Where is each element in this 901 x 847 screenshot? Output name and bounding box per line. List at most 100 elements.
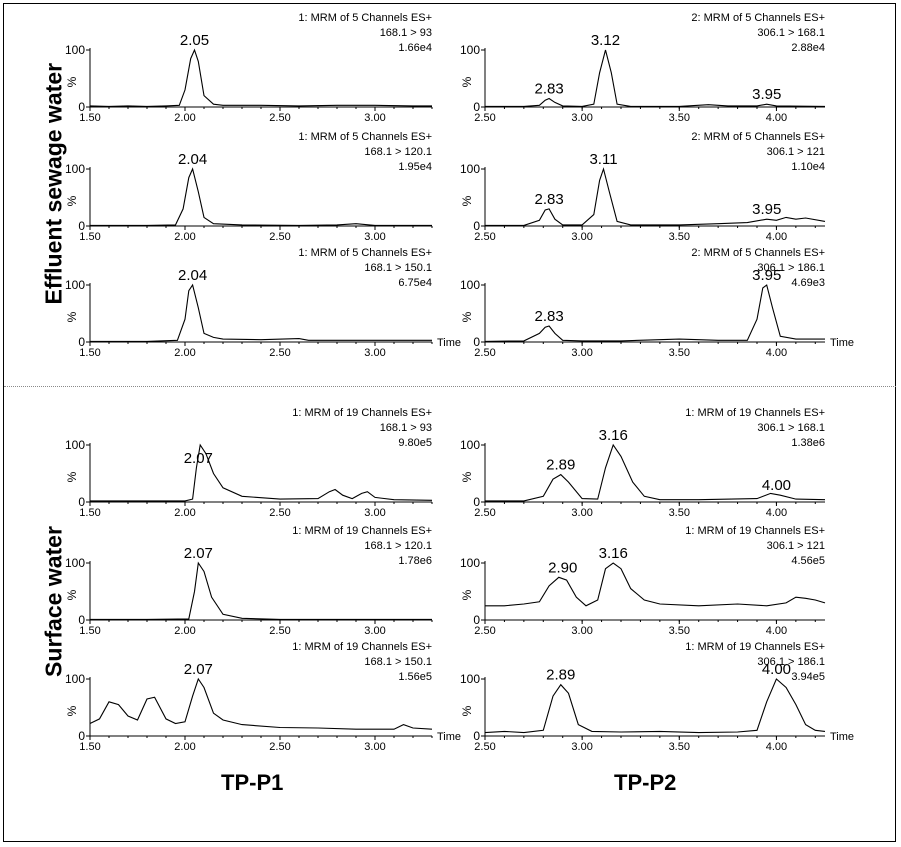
chromatogram-panel: 0 100% 1.50 2.00 2.50 3.00 1: MRM of 19 Channe… xyxy=(65,525,433,637)
peak-label: 2.83 xyxy=(535,308,564,325)
x-tick-label: 1.50 xyxy=(79,347,100,359)
chromatogram-trace xyxy=(485,49,826,107)
y-axis-label: % xyxy=(65,311,79,322)
y-tick-label: 0 xyxy=(78,335,85,349)
x-tick-label: 2.00 xyxy=(174,507,195,519)
x-tick-label: 2.50 xyxy=(269,231,290,243)
chromatogram-panel: 0 100% 1.50 2.00 2.50 3.00 1: MRM of 5 Channel… xyxy=(65,12,433,124)
chromatogram-panel: 0 100% 1.50 2.00 2.50 3.00 1: MRM of 5 Channel… xyxy=(65,131,433,243)
transition-label: 306.1 > 121 xyxy=(767,146,825,158)
x-tick-label: 2.50 xyxy=(474,507,495,519)
y-tick-label: 0 xyxy=(78,219,85,233)
peak-label: 2.83 xyxy=(535,191,564,208)
intensity-label: 9.80e5 xyxy=(398,437,432,449)
chromatogram-trace xyxy=(90,167,432,226)
x-tick-label: 4.00 xyxy=(766,625,787,637)
channel-label: 2: MRM of 5 Channels ES+ xyxy=(691,247,825,259)
y-tick-label: 100 xyxy=(65,556,85,570)
chromatogram-panel: 0 100% 2.50 3.00 3.50 4.00 1: MRM of 19 Channe… xyxy=(460,525,826,637)
intensity-label: 1.56e5 xyxy=(398,671,432,683)
peak-label: 3.95 xyxy=(752,267,781,284)
x-tick-label: 1.50 xyxy=(79,112,100,124)
y-tick-label: 100 xyxy=(460,278,480,292)
intensity-label: 1.66e4 xyxy=(398,42,432,54)
peak-label: 2.07 xyxy=(184,545,213,562)
chromatogram-trace xyxy=(90,283,432,342)
y-axis-label: % xyxy=(65,76,79,87)
channel-label: 1: MRM of 19 Channels ES+ xyxy=(292,407,432,419)
peak-label: 3.95 xyxy=(752,86,781,103)
y-tick-label: 0 xyxy=(473,613,480,627)
y-axis-label: % xyxy=(460,195,474,206)
channel-label: 1: MRM of 19 Channels ES+ xyxy=(685,525,825,537)
x-tick-label: 3.00 xyxy=(364,112,385,124)
column-label-tp-p1: TP-P1 xyxy=(221,770,284,795)
chromatogram-trace xyxy=(484,284,825,342)
transition-label: 306.1 > 168.1 xyxy=(757,27,825,39)
x-tick-label: 3.50 xyxy=(669,347,690,359)
x-tick-label: 2.50 xyxy=(474,231,495,243)
chromatogram-trace xyxy=(90,443,433,502)
x-tick-label: 3.00 xyxy=(364,347,385,359)
channel-label: 1: MRM of 19 Channels ES+ xyxy=(685,641,825,653)
channel-label: 1: MRM of 19 Channels ES+ xyxy=(292,641,432,653)
y-tick-label: 0 xyxy=(473,729,480,743)
figure-frame xyxy=(3,3,896,842)
section-divider xyxy=(4,386,896,387)
y-tick-label: 0 xyxy=(78,100,85,114)
chromatogram-trace xyxy=(485,443,826,502)
chromatogram-trace xyxy=(89,677,433,730)
y-tick-label: 0 xyxy=(473,219,480,233)
x-tick-label: 2.50 xyxy=(269,741,290,753)
y-tick-label: 0 xyxy=(78,495,85,509)
intensity-label: 3.94e5 xyxy=(791,671,825,683)
y-tick-label: 100 xyxy=(65,438,85,452)
x-tick-label: 2.50 xyxy=(474,347,495,359)
y-axis-label: % xyxy=(460,471,474,482)
x-tick-label: 3.50 xyxy=(669,625,690,637)
x-tick-label: 3.50 xyxy=(669,507,690,519)
y-tick-label: 100 xyxy=(460,672,480,686)
peak-label: 3.16 xyxy=(599,545,628,562)
x-tick-label: 2.00 xyxy=(174,112,195,124)
x-axis-label: Time xyxy=(437,731,461,743)
chromatogram-panel: 0 100% 2.50 3.00 3.50 4.00 2: MRM of 5 Channel… xyxy=(460,131,826,243)
y-tick-label: 100 xyxy=(65,162,85,176)
y-tick-label: 0 xyxy=(473,100,480,114)
transition-label: 168.1 > 150.1 xyxy=(364,656,432,668)
x-tick-label: 4.00 xyxy=(766,741,787,753)
y-tick-label: 100 xyxy=(460,43,480,57)
y-tick-label: 100 xyxy=(65,43,85,57)
y-tick-label: 0 xyxy=(473,335,480,349)
x-tick-label: 3.00 xyxy=(571,625,592,637)
chromatogram-panel: 0 100% 2.50 3.00 3.50 4.00 Time 1: MRM of 19 Ch… xyxy=(460,641,854,753)
transition-label: 306.1 > 168.1 xyxy=(757,422,825,434)
transition-label: 168.1 > 120.1 xyxy=(364,146,432,158)
peak-label: 2.90 xyxy=(548,559,577,576)
intensity-label: 4.69e3 xyxy=(791,277,825,289)
chromatogram-panel: 0 100% 1.50 2.00 2.50 3.00 Time 1: MRM of 19 Ch… xyxy=(65,641,461,753)
x-tick-label: 4.00 xyxy=(766,231,787,243)
peak-label: 3.11 xyxy=(589,151,617,168)
chromatogram-panel: 0 100% 2.50 3.00 3.50 4.00 2: MRM of 5 Channel… xyxy=(460,12,826,124)
x-tick-label: 3.00 xyxy=(364,625,385,637)
y-tick-label: 0 xyxy=(78,729,85,743)
peak-label: 2.05 xyxy=(180,32,209,49)
y-tick-label: 0 xyxy=(473,495,480,509)
peak-label: 2.89 xyxy=(546,457,575,474)
x-tick-label: 3.00 xyxy=(571,347,592,359)
peak-label: 2.04 xyxy=(178,267,207,284)
peak-label: 2.04 xyxy=(178,151,207,168)
x-tick-label: 4.00 xyxy=(766,347,787,359)
peak-label: 3.12 xyxy=(591,32,620,49)
x-tick-label: 2.50 xyxy=(269,507,290,519)
channel-label: 1: MRM of 19 Channels ES+ xyxy=(685,407,825,419)
x-tick-label: 3.00 xyxy=(364,231,385,243)
x-tick-label: 3.00 xyxy=(571,507,592,519)
x-tick-label: 1.50 xyxy=(79,741,100,753)
x-tick-label: 2.50 xyxy=(269,112,290,124)
x-tick-label: 1.50 xyxy=(79,507,100,519)
channel-label: 2: MRM of 5 Channels ES+ xyxy=(691,131,825,143)
intensity-label: 1.95e4 xyxy=(398,161,432,173)
